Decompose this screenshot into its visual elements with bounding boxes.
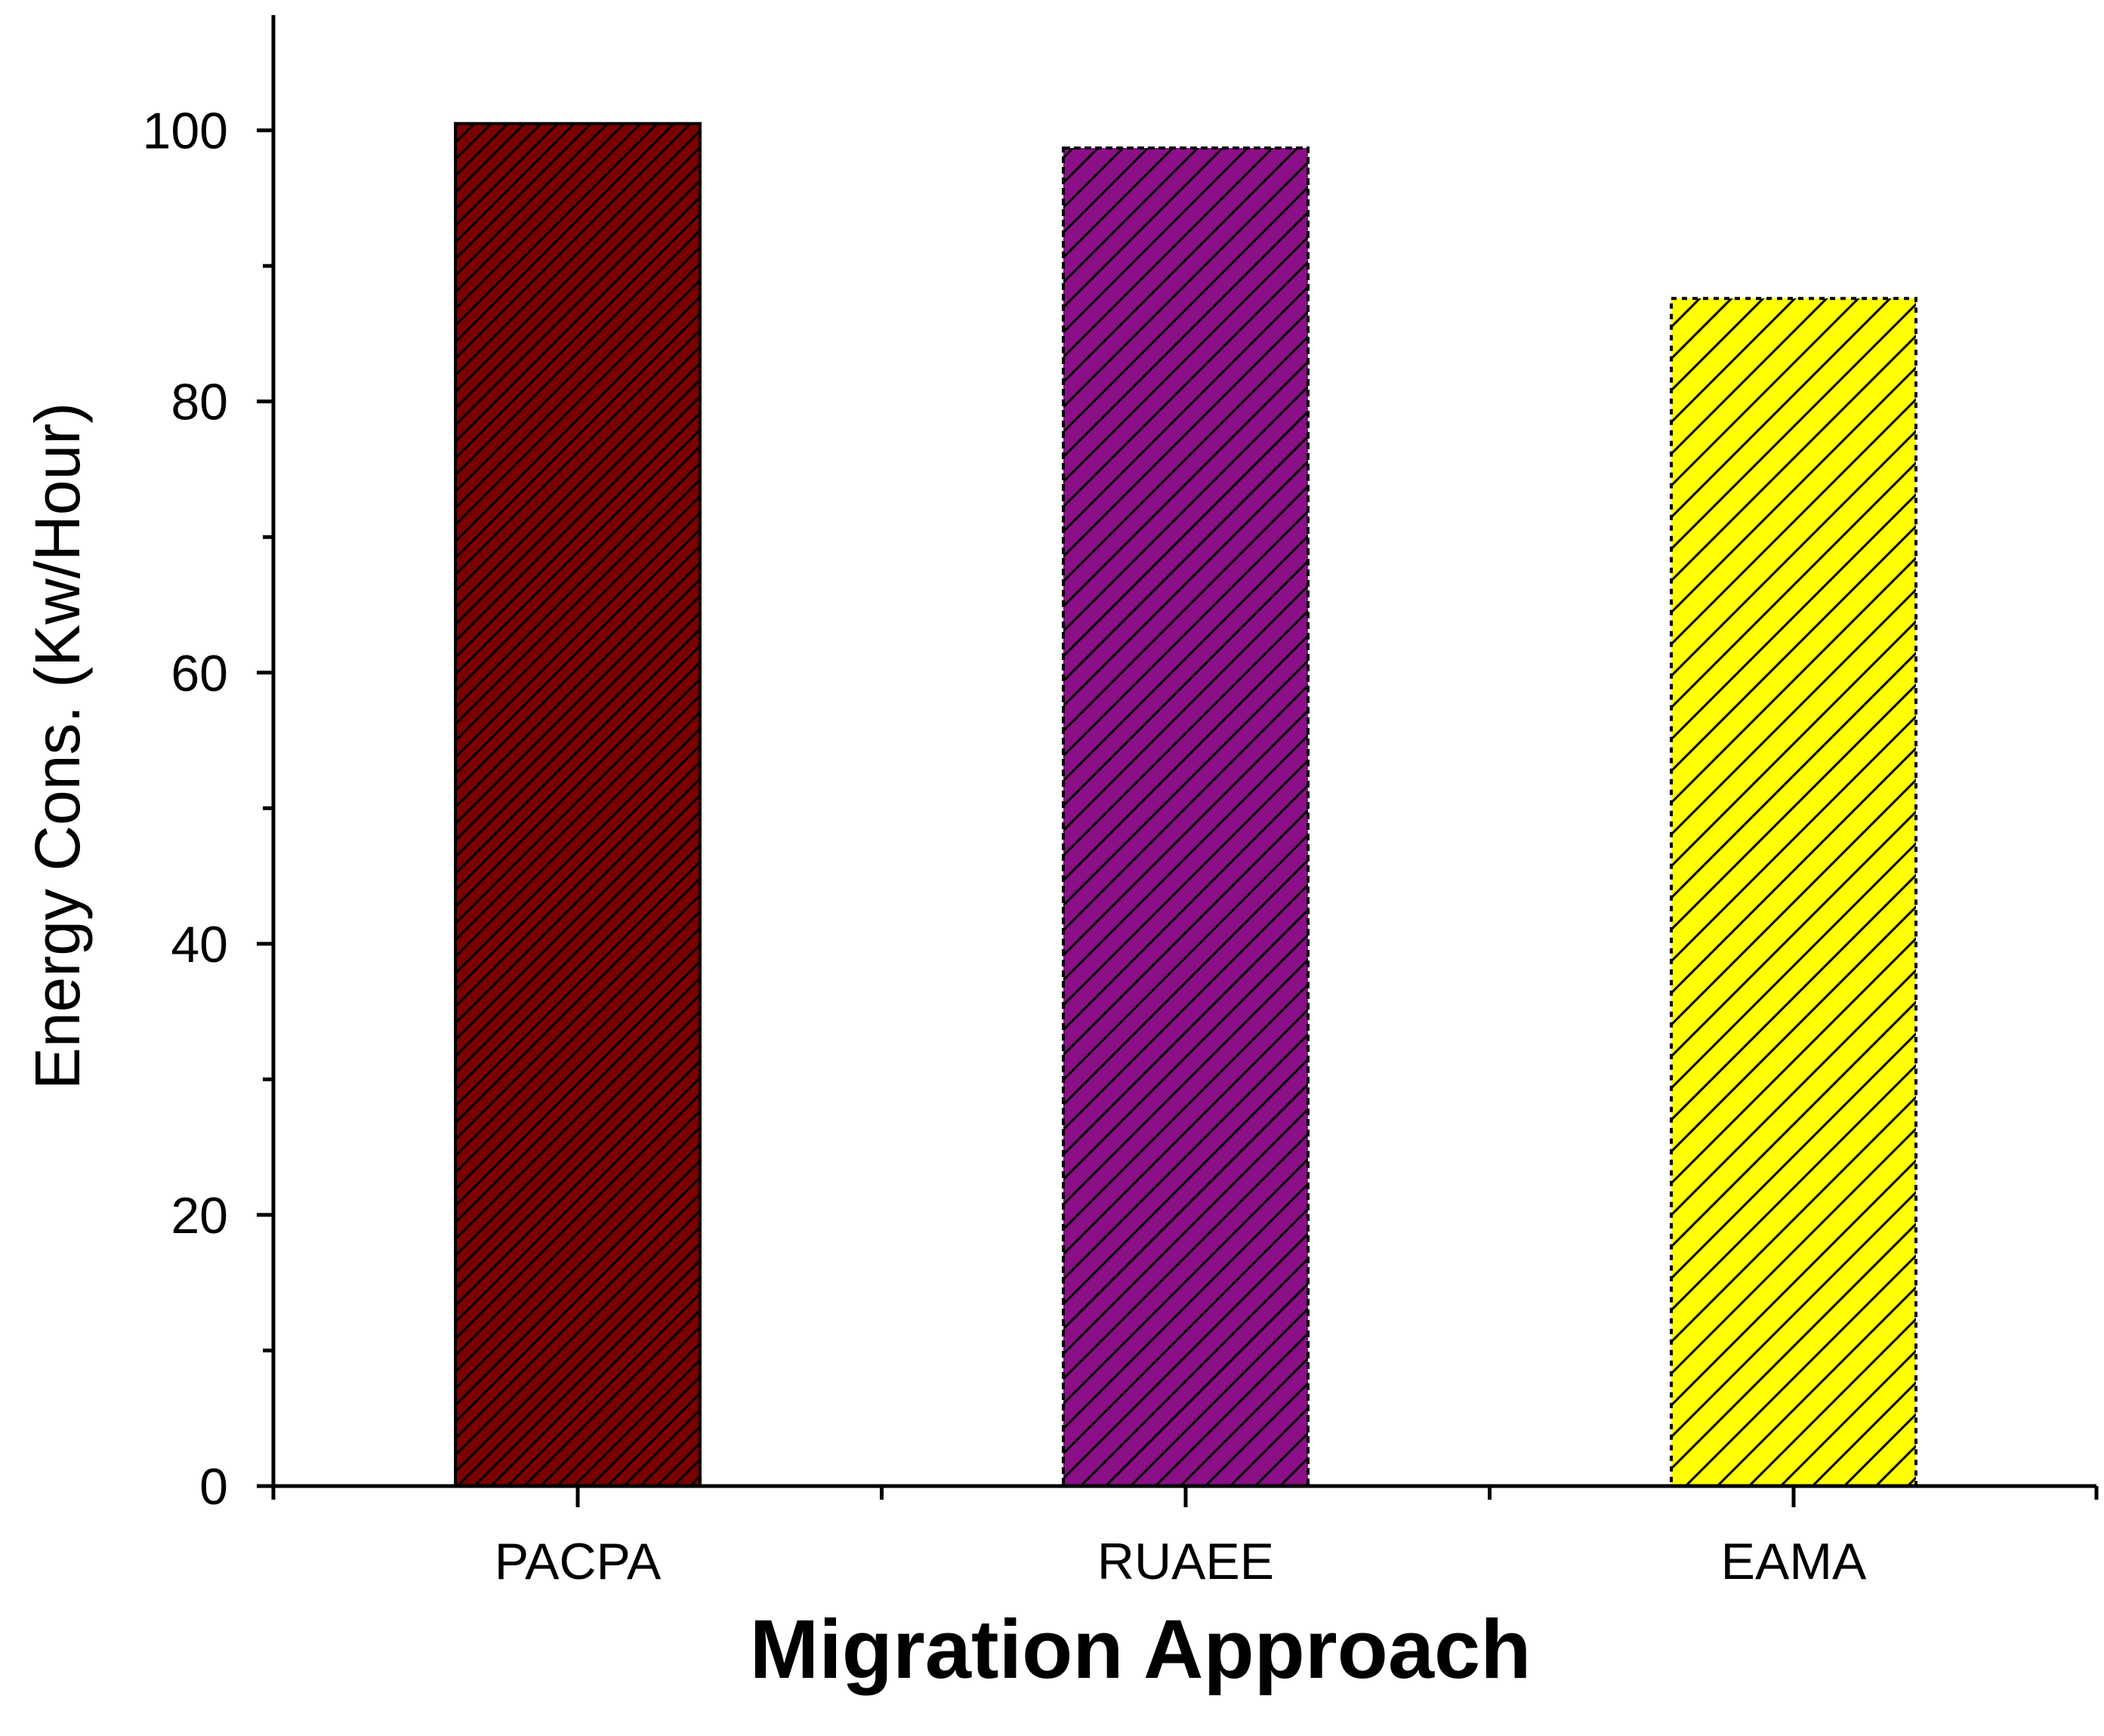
y-tick-label: 80 xyxy=(171,374,228,431)
x-tick-label-eama: EAMA xyxy=(1721,1533,1867,1590)
y-tick-label: 100 xyxy=(143,103,228,160)
y-tick-label: 0 xyxy=(199,1458,228,1516)
bar-eama-hatch xyxy=(1670,297,1917,1488)
bar-ruaee-hatch xyxy=(1062,146,1310,1488)
bar-pacpa-hatch xyxy=(454,122,702,1488)
y-axis-title: Energy Cons. (Kw/Hour) xyxy=(22,402,93,1090)
y-tick-label: 40 xyxy=(171,916,228,973)
x-tick-label-ruaee: RUAEE xyxy=(1097,1533,1274,1590)
bars-group xyxy=(454,122,1917,1488)
x-axis-ticks: PACPA RUAEE EAMA xyxy=(271,1486,2099,1590)
x-tick-label-pacpa: PACPA xyxy=(495,1533,662,1590)
x-axis-title: Migration Approach xyxy=(750,1603,1532,1696)
y-tick-label: 20 xyxy=(171,1187,228,1244)
y-tick-label: 60 xyxy=(171,645,228,702)
y-axis-ticks: 0 20 40 60 80 100 xyxy=(143,103,273,1516)
